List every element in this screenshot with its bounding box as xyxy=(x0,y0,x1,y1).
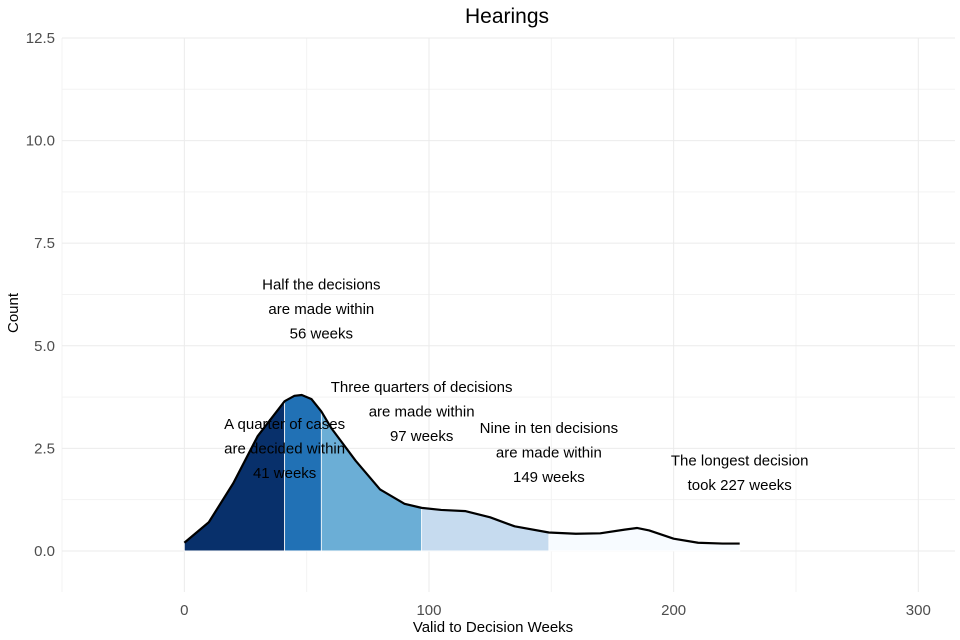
annotation-line: are decided within xyxy=(224,440,345,457)
annotation-line: are made within xyxy=(496,444,602,461)
annotation-line: The longest decision xyxy=(671,453,809,470)
x-axis-ticks: 0 100 200 300 xyxy=(180,602,931,619)
y-tick-label: 7.5 xyxy=(34,235,55,252)
annotation: Half the decisions are made within 56 week… xyxy=(262,276,380,342)
annotation-line: Three quarters of decisions xyxy=(331,379,513,396)
y-tick-label: 2.5 xyxy=(34,440,55,457)
y-tick-label: 5.0 xyxy=(34,338,55,355)
y-tick-label: 10.0 xyxy=(26,133,55,150)
annotation-line: 97 weeks xyxy=(390,428,453,445)
annotation: The longest decision took 227 weeks xyxy=(671,453,809,495)
x-axis-title: Valid to Decision Weeks xyxy=(413,619,573,636)
x-tick-label: 200 xyxy=(661,602,686,619)
annotation-line: 41 weeks xyxy=(253,465,316,482)
annotation-line: A quarter of cases xyxy=(224,416,345,433)
x-tick-label: 100 xyxy=(416,602,441,619)
annotation-line: took 227 weeks xyxy=(688,477,792,494)
y-tick-label: 12.5 xyxy=(26,30,55,47)
annotation-line: Nine in ten decisions xyxy=(480,420,618,437)
y-tick-label: 0.0 xyxy=(34,543,55,560)
annotation: Three quarters of decisions are made with… xyxy=(331,379,513,445)
y-axis-title: Count xyxy=(5,292,22,333)
grid xyxy=(61,37,955,592)
annotation-line: Half the decisions xyxy=(262,276,380,293)
density-band-5 xyxy=(548,527,741,552)
annotations: A quarter of cases are decided within 41 w… xyxy=(224,276,808,494)
x-tick-label: 300 xyxy=(906,602,931,619)
annotation-line: 149 weeks xyxy=(513,469,585,486)
annotation-line: 56 weeks xyxy=(290,325,353,342)
chart-title: Hearings xyxy=(465,5,549,28)
annotation: A quarter of cases are decided within 41 w… xyxy=(224,416,345,482)
annotation-line: are made within xyxy=(369,403,475,420)
annotation-line: are made within xyxy=(268,301,374,318)
density-curve-line xyxy=(183,393,740,545)
x-tick-label: 0 xyxy=(180,602,188,619)
annotation: Nine in ten decisions are made within 149 … xyxy=(480,420,618,486)
y-axis-ticks: 0.0 2.5 5.0 7.5 10.0 12.5 xyxy=(26,30,55,560)
